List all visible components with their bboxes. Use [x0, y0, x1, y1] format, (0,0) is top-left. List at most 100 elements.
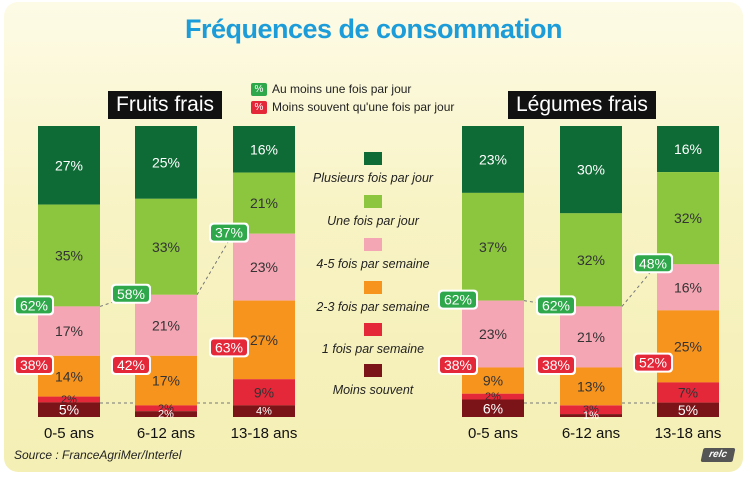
vegetables-category-label: 13-18 ans	[655, 425, 722, 442]
fruits-less-daily-badge	[211, 339, 247, 356]
fruits-segment-label: 5%	[59, 402, 79, 418]
fruits-bar-segment	[233, 126, 295, 173]
fruits-less-daily-badge-label: 38%	[20, 357, 48, 373]
vegetables-segment-label: 23%	[479, 152, 507, 168]
vegetables-segment-label: 25%	[674, 338, 702, 354]
vegetables-category-label: 6-12 ans	[562, 425, 620, 442]
fruits-bar-segment	[135, 198, 197, 295]
fruits-daily-badge	[211, 224, 247, 241]
legend-daily: % Au moins une fois par jour	[251, 82, 412, 97]
fruits-bar-segment	[135, 411, 197, 417]
vegetables-less-daily-badge-label: 38%	[542, 357, 570, 373]
vegetables-daily-badge-label: 62%	[444, 292, 472, 308]
vegetables-daily-badge	[635, 255, 671, 272]
fruits-segment-label: 27%	[55, 157, 83, 173]
fruits-segment-label: 27%	[250, 332, 278, 348]
fruits-daily-badge	[16, 297, 52, 314]
fruits-bar-segment	[135, 126, 197, 199]
vegetables-segment-label: 16%	[674, 279, 702, 295]
fruits-bar-segment	[38, 402, 100, 417]
fruits-category-label: 13-18 ans	[231, 425, 298, 442]
vegetables-segment-label: 30%	[577, 162, 605, 178]
vegetables-daily-badge-label: 62%	[542, 297, 570, 313]
fruits-segment-label: 4%	[256, 406, 272, 418]
vegetables-bar-segment	[462, 192, 524, 301]
category-legend-swatch	[364, 323, 382, 336]
fruits-less-daily-badge	[16, 357, 52, 373]
fruits-category-label: 0-5 ans	[44, 425, 94, 442]
legend-less-daily-swatch: %	[251, 101, 267, 115]
fruits-segment-label: 21%	[152, 317, 180, 333]
fruits-connector-line	[196, 233, 234, 296]
vegetables-segment-label: 6%	[483, 400, 503, 416]
chart-title: Fréquences de consommation	[184, 14, 563, 44]
fruits-less-daily-badge-label: 42%	[117, 357, 145, 373]
vegetables-daily-badge	[440, 291, 476, 308]
vegetables-less-daily-badge	[440, 357, 476, 373]
category-legend-label: Plusieurs fois par jour	[313, 171, 434, 185]
panel-title-fruits: Fruits frais	[108, 91, 223, 119]
vegetables-segment-label: 1%	[583, 410, 599, 422]
fruits-daily-badge-label: 58%	[117, 286, 145, 302]
fruits-segment-label: 35%	[55, 248, 83, 264]
vegetables-daily-badge-label: 48%	[639, 255, 667, 271]
fruits-segment-label: 23%	[250, 259, 278, 275]
category-legend-label: 2-3 fois par semaine	[315, 300, 429, 314]
fruits-segment-label: 14%	[55, 368, 83, 384]
category-legend-swatch	[364, 238, 382, 251]
vegetables-less-daily-badge	[635, 354, 671, 371]
vegetables-bar-segment	[462, 399, 524, 417]
fruits-daily-badge-label: 37%	[215, 225, 243, 241]
category-legend-swatch	[364, 195, 382, 208]
category-legend-swatch	[364, 364, 382, 377]
vegetables-segment-label: 23%	[479, 326, 507, 342]
vegetables-bar-segment	[560, 213, 622, 307]
fruits-daily-badge-label: 62%	[20, 297, 48, 313]
vegetables-daily-badge	[538, 297, 574, 314]
vegetables-segment-label: 32%	[674, 210, 702, 226]
vegetables-segment-label: 7%	[678, 385, 698, 401]
legend-less-daily: % Moins souvent qu'une fois par jour	[251, 100, 454, 115]
vegetables-bar-segment	[462, 393, 524, 400]
source-note: Source : FranceAgriMer/Interfel	[14, 448, 182, 462]
legend-daily-swatch: %	[251, 83, 267, 97]
fruits-less-daily-badge-label: 63%	[215, 339, 243, 355]
fruits-segment-label: 2%	[158, 409, 174, 421]
vegetables-segment-label: 5%	[678, 402, 698, 418]
fruits-bar-segment	[135, 294, 197, 356]
vegetables-bar-segment	[657, 382, 719, 403]
vegetables-less-daily-badge	[538, 357, 574, 373]
fruits-segment-label: 17%	[152, 373, 180, 389]
legend-daily-label: Au moins une fois par jour	[272, 82, 412, 96]
vegetables-bar-segment	[560, 405, 622, 415]
fruits-segment-label: 17%	[55, 323, 83, 339]
fruits-bar-segment	[233, 379, 295, 406]
vegetables-bar-segment	[560, 414, 622, 417]
fruits-segment-label: 21%	[250, 195, 278, 211]
vegetables-segment-label: 13%	[577, 378, 605, 394]
vegetables-segment-label: 37%	[479, 239, 507, 255]
vegetables-segment-label: 32%	[577, 252, 605, 268]
fruits-segment-label: 16%	[250, 141, 278, 157]
category-legend-label: 1 fois par semaine	[322, 342, 424, 356]
vegetables-segment-label: 3%	[583, 404, 599, 416]
vegetables-bar-segment	[657, 172, 719, 265]
vegetables-segment-label: 9%	[483, 373, 503, 389]
fruits-less-daily-badge	[113, 357, 149, 373]
fruits-segment-label: 25%	[152, 154, 180, 170]
category-legend-swatch	[364, 152, 382, 165]
fruits-daily-badge	[113, 285, 149, 302]
fruits-bar-segment	[38, 396, 100, 403]
vegetables-segment-label: 21%	[577, 329, 605, 345]
fruits-bar-segment	[233, 405, 295, 417]
panel-title-vegetables: Légumes frais	[508, 91, 656, 119]
fruits-category-label: 6-12 ans	[137, 425, 195, 442]
vegetables-less-daily-badge-label: 38%	[444, 357, 472, 373]
category-legend-label: Moins souvent	[333, 383, 414, 397]
publisher-logo: relc	[700, 448, 736, 462]
vegetables-category-label: 0-5 ans	[468, 425, 518, 442]
vegetables-less-daily-badge-label: 52%	[639, 355, 667, 371]
category-legend-label: 4-5 fois par semaine	[316, 257, 429, 271]
